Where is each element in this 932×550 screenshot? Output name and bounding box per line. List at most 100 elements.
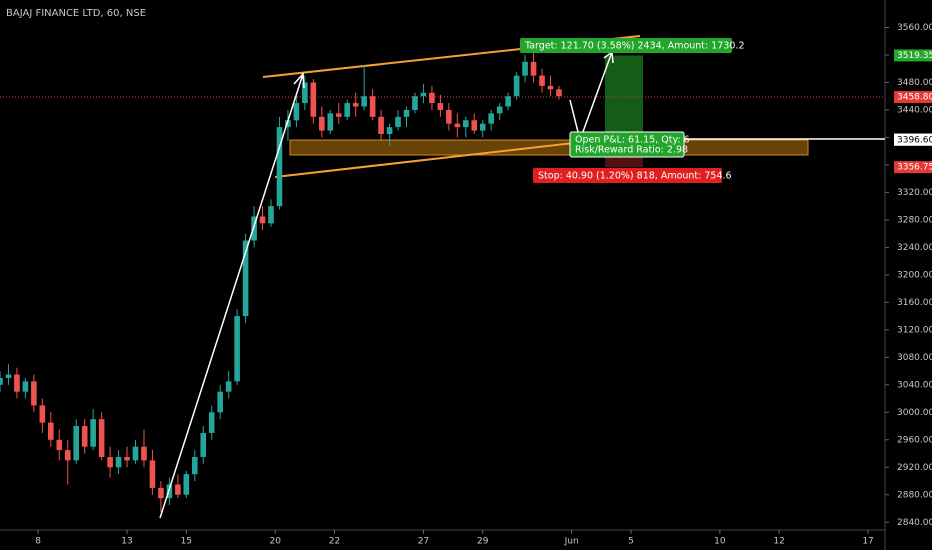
candle-body: [505, 96, 511, 107]
candle-body: [547, 85, 554, 90]
candle-body: [361, 96, 367, 107]
x-tick-label: 12: [773, 537, 784, 547]
candle-body: [412, 96, 418, 110]
x-tick-label: 5: [628, 537, 634, 547]
y-tick-label: 3280.00: [897, 215, 932, 225]
candle-body: [124, 456, 130, 461]
y-tick-label: 3240.00: [897, 243, 932, 253]
price-label: 3458.80: [897, 93, 932, 103]
candle-body: [0, 377, 3, 385]
candle-body: [496, 106, 503, 114]
candle-body: [530, 61, 537, 76]
y-tick-label: 3480.00: [897, 78, 932, 88]
y-tick-label: 2840.00: [897, 518, 932, 528]
candle-body: [81, 426, 88, 447]
pnl-box: [569, 131, 685, 158]
candle-body: [310, 82, 317, 117]
x-tick-label: 29: [477, 537, 489, 547]
candle-body: [115, 456, 122, 468]
candle-body: [335, 113, 342, 117]
price-label: 3396.60: [897, 135, 932, 145]
candle-body: [242, 240, 249, 317]
candle-body: [183, 474, 190, 495]
candle-body: [158, 487, 164, 499]
y-tick-label: 3040.00: [897, 380, 932, 390]
candle-body: [73, 426, 80, 461]
price-label: 3519.35: [897, 51, 932, 61]
candle-body: [276, 127, 283, 207]
price-label-box: [894, 49, 932, 62]
candle-body: [446, 109, 452, 124]
stop-label: Stop: 40.90 (1.20%) 818, Amount: 754.6: [538, 171, 732, 182]
candle-body: [386, 127, 393, 134]
candle-body: [369, 96, 376, 117]
y-tick-label: 3560.00: [897, 23, 932, 33]
x-tick-label: 13: [121, 537, 132, 547]
candle-body: [217, 391, 223, 413]
candle-body: [488, 113, 494, 124]
candle-body: [234, 316, 240, 382]
candle-body: [522, 61, 528, 76]
candle-body: [344, 103, 351, 117]
candle-body: [56, 439, 63, 451]
candle-body: [14, 374, 20, 392]
x-tick-label: 15: [181, 537, 192, 547]
x-tick-label: 17: [862, 537, 873, 547]
candle-body: [462, 120, 469, 128]
candle-body: [454, 123, 461, 128]
pnl-label: Open P&L: 61.15, Qty: 6: [575, 135, 690, 146]
y-tick-label: 2880.00: [897, 490, 932, 500]
target-box: [520, 38, 732, 53]
candle-body: [48, 422, 54, 440]
y-tick-label: 2920.00: [897, 463, 932, 473]
y-tick-label: 3160.00: [897, 298, 932, 308]
x-tick-label: 22: [329, 537, 340, 547]
candle-body: [437, 103, 444, 110]
x-tick-label: 8: [35, 537, 41, 547]
candle-body: [352, 103, 359, 107]
stop-box: [533, 168, 722, 183]
candle-body: [268, 206, 274, 224]
y-tick-label: 3440.00: [897, 105, 932, 115]
price-label-box: [894, 161, 932, 174]
candle-body: [395, 116, 401, 128]
candle-body: [479, 123, 486, 131]
trend-arrow: [159, 73, 304, 519]
candle-body: [403, 109, 410, 117]
support-zone: [289, 139, 809, 156]
candle-body: [539, 75, 545, 86]
candle-body: [513, 75, 520, 97]
candle-body: [285, 120, 291, 128]
candle-body: [208, 412, 215, 433]
candle-body: [107, 456, 113, 468]
candle-body: [149, 460, 156, 488]
candle-body: [98, 419, 105, 457]
candle-body: [5, 374, 12, 378]
candle-body: [22, 381, 29, 392]
candle-body: [225, 381, 232, 392]
price-label-box: [894, 133, 932, 146]
candle-body: [302, 82, 308, 104]
candle-body: [132, 446, 139, 461]
y-tick-label: 2960.00: [897, 435, 932, 445]
candle-body: [420, 92, 427, 97]
target-label: Target: 121.70 (3.58%) 2434, Amount: 173…: [524, 41, 745, 52]
candle-body: [293, 103, 300, 121]
y-tick-label: 3000.00: [897, 408, 932, 418]
candle-body: [471, 120, 478, 131]
candle-body: [251, 216, 257, 241]
y-tick-label: 3320.00: [897, 188, 932, 198]
y-tick-label: 3120.00: [897, 325, 932, 335]
rr-label: Risk/Reward Ratio: 2.98: [575, 145, 688, 156]
candle-body: [327, 113, 334, 131]
x-tick-label: 20: [270, 537, 282, 547]
candle-body: [200, 432, 207, 457]
candle-body: [259, 216, 266, 224]
candle-body: [141, 446, 147, 461]
chart-title: BAJAJ FINANCE LTD, 60, NSE: [6, 8, 146, 19]
arrow-head: [293, 72, 305, 89]
y-tick-label: 3200.00: [897, 270, 932, 280]
candle-body: [556, 89, 562, 97]
candle-body: [39, 405, 46, 423]
